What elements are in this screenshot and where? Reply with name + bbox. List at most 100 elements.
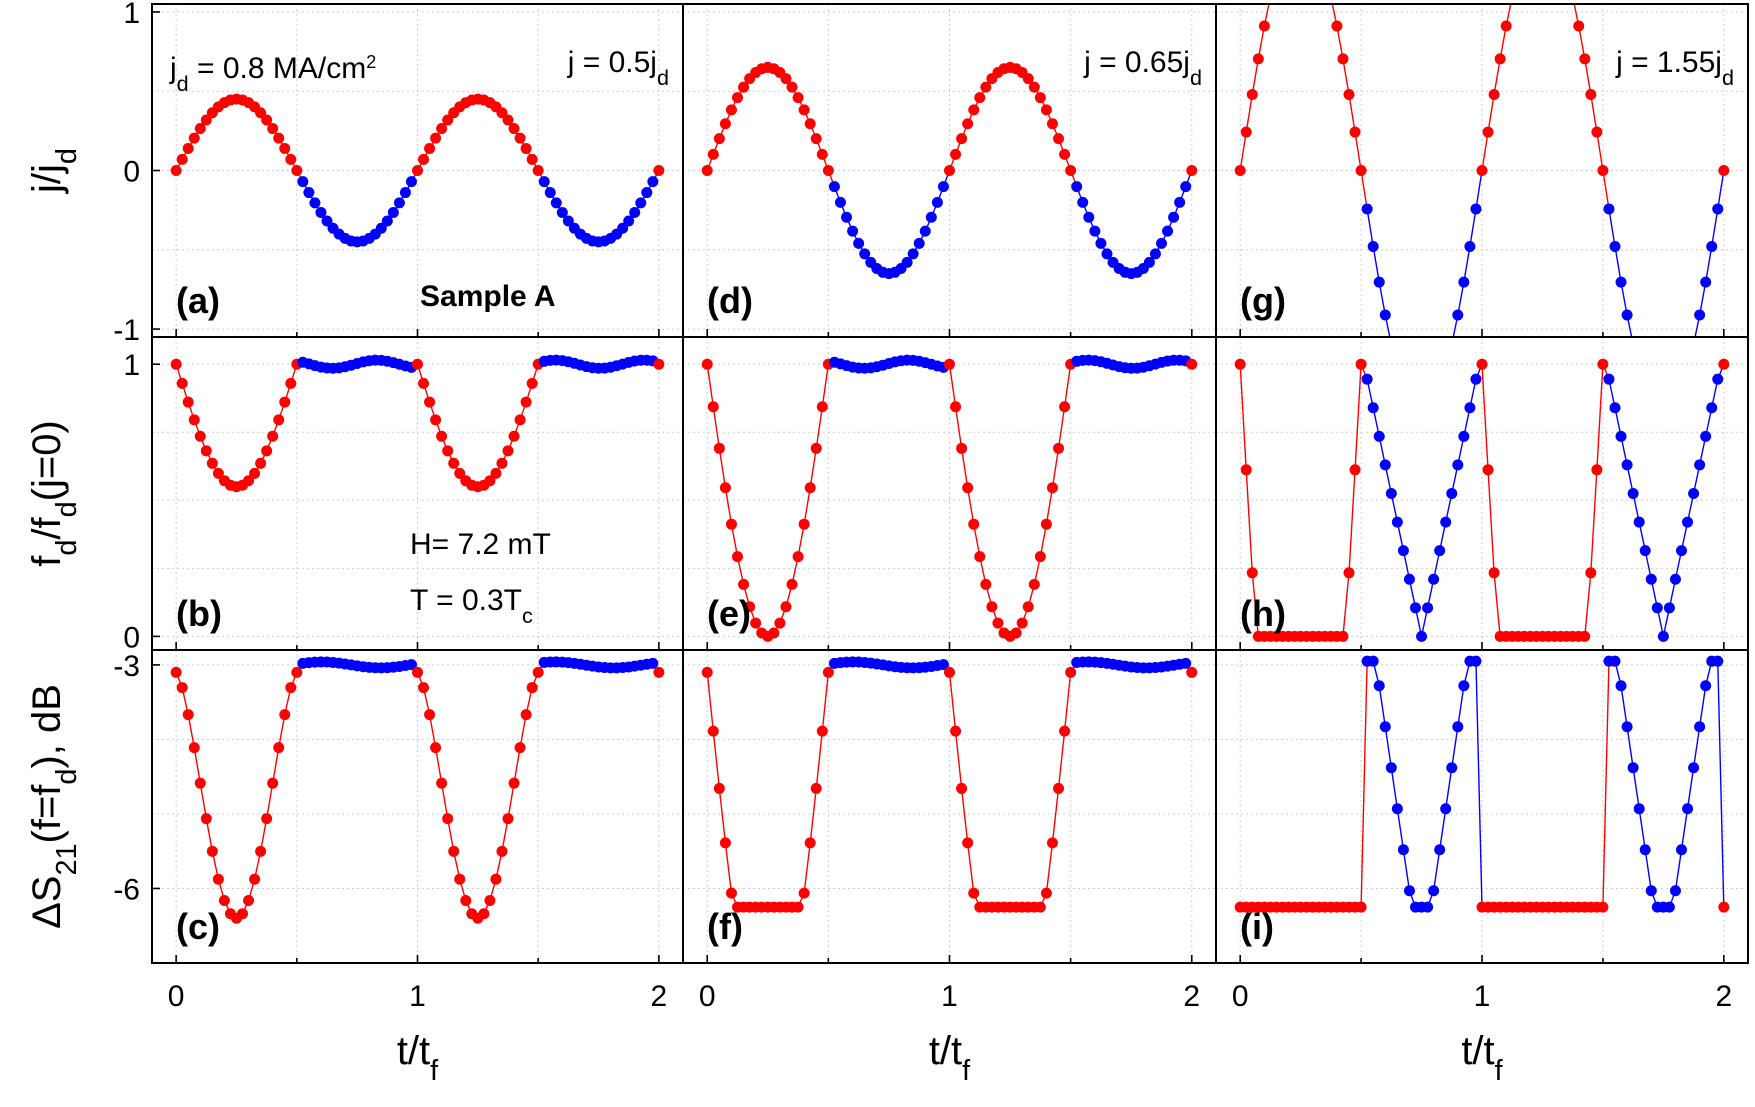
panel-letter: (c) <box>176 906 220 947</box>
data-point <box>502 445 514 457</box>
data-point <box>1428 885 1440 897</box>
data-point <box>200 445 212 457</box>
data-point <box>496 107 508 119</box>
data-point <box>1343 89 1355 101</box>
data-point <box>1603 373 1615 385</box>
data-point <box>834 196 846 208</box>
data-point <box>1416 411 1427 422</box>
data-point <box>1065 165 1077 176</box>
data-point <box>847 225 859 237</box>
x-tick-label: 2 <box>1183 980 1200 1013</box>
current-label: j = 0.65jd <box>1083 46 1202 90</box>
data-point <box>1046 837 1058 849</box>
data-point <box>1712 373 1724 385</box>
data-point <box>1355 358 1367 370</box>
series-line <box>1366 363 1483 637</box>
data-point <box>956 442 968 454</box>
data-point <box>520 709 532 721</box>
data-point <box>200 813 212 825</box>
series-line <box>416 662 545 920</box>
data-point <box>750 617 762 629</box>
data-point <box>1585 567 1597 579</box>
data-point <box>1053 133 1065 145</box>
data-point <box>1367 240 1379 252</box>
data-point <box>1180 657 1192 669</box>
data-point <box>980 578 992 590</box>
data-point <box>1694 721 1706 733</box>
data-point <box>1355 165 1367 176</box>
data-point <box>804 837 816 849</box>
data-point <box>1651 602 1663 614</box>
data-point <box>1621 309 1633 321</box>
data-point <box>792 551 804 563</box>
data-point <box>744 601 756 613</box>
data-point <box>212 873 224 885</box>
data-point <box>719 837 731 849</box>
data-point <box>768 627 780 639</box>
data-point <box>944 666 955 678</box>
data-point <box>828 181 840 193</box>
data-point <box>1452 721 1464 733</box>
data-point <box>1373 430 1385 442</box>
data-point <box>544 187 556 199</box>
data-point <box>1488 567 1500 579</box>
data-point <box>1640 384 1651 395</box>
data-point <box>647 657 659 669</box>
data-point <box>436 777 448 789</box>
data-point <box>1349 464 1361 476</box>
data-point <box>243 475 255 487</box>
data-point <box>1609 240 1621 252</box>
data-point <box>738 578 750 590</box>
x-tick-label: 2 <box>1715 980 1732 1013</box>
data-point <box>1246 567 1258 579</box>
sample-label: Sample A <box>420 280 556 313</box>
data-point <box>508 430 520 442</box>
data-point <box>732 551 744 563</box>
data-point <box>738 81 750 93</box>
data-point <box>170 666 182 678</box>
data-point <box>273 132 285 144</box>
data-point <box>1682 803 1694 815</box>
data-point <box>526 377 538 389</box>
data-point <box>261 445 273 457</box>
data-point <box>1149 248 1161 260</box>
data-point <box>514 414 526 426</box>
data-point <box>1174 196 1186 208</box>
data-point <box>1470 203 1482 215</box>
panel-c: -6 -3 (c) <box>113 649 684 964</box>
data-point <box>798 104 810 116</box>
data-point <box>375 222 387 234</box>
data-point <box>1694 309 1706 321</box>
series-line <box>948 360 1077 638</box>
panel-h: (h) <box>1215 336 1749 651</box>
data-point <box>804 118 816 130</box>
data-point <box>1071 181 1083 193</box>
data-point <box>1434 384 1445 395</box>
data-point <box>1234 358 1246 370</box>
data-point <box>701 358 713 370</box>
data-point <box>1494 53 1506 65</box>
series-line <box>175 662 304 920</box>
data-point <box>526 682 538 694</box>
data-point <box>1040 518 1052 530</box>
y-tick-label: 0 <box>123 621 140 654</box>
data-point <box>1658 411 1669 422</box>
data-point <box>315 206 327 218</box>
data-point <box>913 237 925 249</box>
data-point <box>418 682 430 694</box>
data-point <box>1379 721 1391 733</box>
data-point <box>1579 630 1591 642</box>
data-point <box>1700 430 1712 442</box>
data-point <box>713 133 725 145</box>
data-point <box>853 237 865 249</box>
data-point <box>1458 276 1470 288</box>
data-point <box>701 666 713 678</box>
panel-i: (i) <box>1215 649 1749 964</box>
data-point <box>273 414 285 426</box>
panel-letter: (h) <box>1240 593 1286 634</box>
temperature-label: T = 0.3Tc <box>410 584 533 628</box>
data-point <box>774 617 786 629</box>
data-point <box>1645 885 1657 897</box>
data-point <box>810 442 822 454</box>
data-point <box>273 742 285 754</box>
